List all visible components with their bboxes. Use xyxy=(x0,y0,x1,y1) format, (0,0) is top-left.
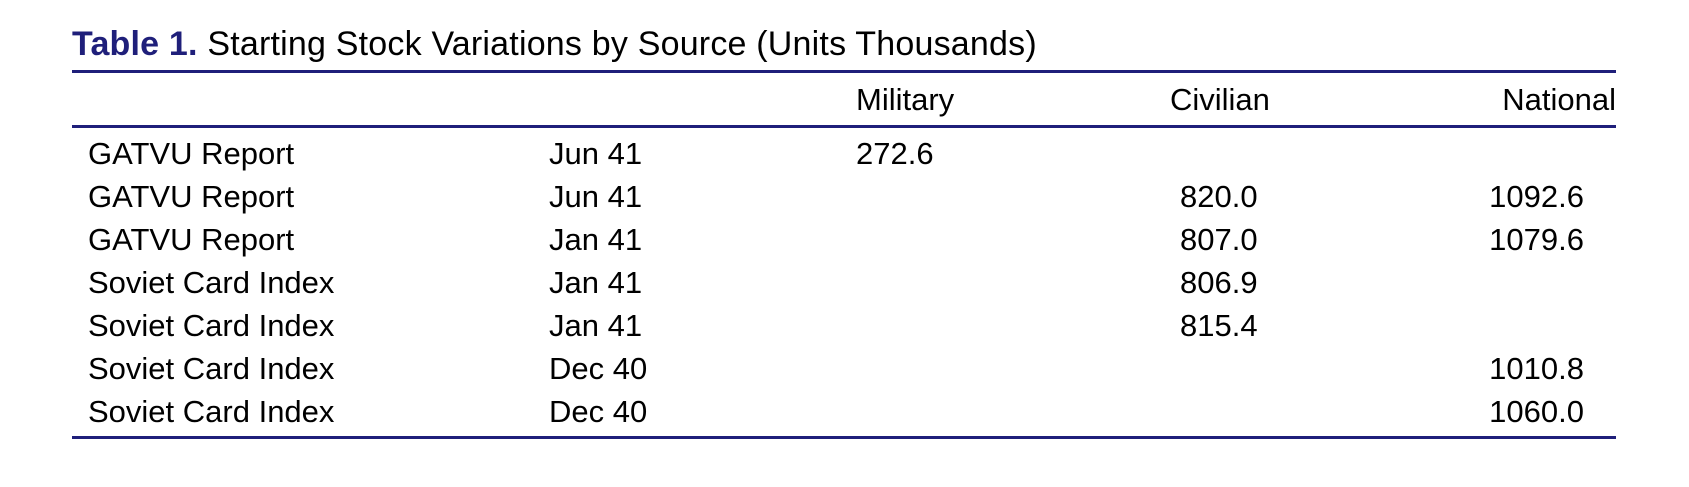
cell-civilian: 807.0 xyxy=(1180,222,1258,257)
cell-military: 272.6 xyxy=(856,136,934,171)
column-header-national: National xyxy=(1502,82,1616,117)
cell-national: 1060.0 xyxy=(1489,394,1584,429)
table-row: Soviet Card Index Jan 41 815.4 xyxy=(0,304,1689,347)
cell-civilian: 815.4 xyxy=(1180,308,1258,343)
cell-date: Jan 41 xyxy=(549,222,643,257)
cell-source: Soviet Card Index xyxy=(88,394,335,429)
cell-national: 1079.6 xyxy=(1489,222,1584,257)
cell-source: Soviet Card Index xyxy=(88,265,335,300)
cell-civilian: 806.9 xyxy=(1180,265,1258,300)
cell-date: Jan 41 xyxy=(549,265,643,300)
table-header-rule xyxy=(72,125,1616,128)
table-bottom-rule xyxy=(72,436,1616,439)
cell-source: GATVU Report xyxy=(88,179,295,214)
cell-source: Soviet Card Index xyxy=(88,351,335,386)
table-row: Soviet Card Index Jan 41 806.9 xyxy=(0,261,1689,304)
table-top-rule xyxy=(72,70,1616,73)
cell-date: Dec 40 xyxy=(549,394,648,429)
table-row: GATVU Report Jun 41 820.0 1092.6 xyxy=(0,175,1689,218)
cell-civilian: 820.0 xyxy=(1180,179,1258,214)
cell-date: Jan 41 xyxy=(549,308,643,343)
cell-source: Soviet Card Index xyxy=(88,308,335,343)
table-caption: Table 1. Starting Stock Variations by So… xyxy=(72,22,1037,66)
table-row: Soviet Card Index Dec 40 1060.0 xyxy=(0,390,1689,433)
table-row: GATVU Report Jan 41 807.0 1079.6 xyxy=(0,218,1689,261)
column-header-civilian: Civilian xyxy=(1170,82,1270,117)
cell-source: GATVU Report xyxy=(88,136,295,171)
table-row: GATVU Report Jun 41 272.6 xyxy=(0,132,1689,175)
column-header-military: Military xyxy=(856,82,955,117)
cell-date: Jun 41 xyxy=(549,179,643,214)
table-row: Soviet Card Index Dec 40 1010.8 xyxy=(0,347,1689,390)
cell-national: 1010.8 xyxy=(1489,351,1584,386)
cell-source: GATVU Report xyxy=(88,222,295,257)
cell-date: Dec 40 xyxy=(549,351,648,386)
cell-date: Jun 41 xyxy=(549,136,643,171)
cell-national: 1092.6 xyxy=(1489,179,1584,214)
table-caption-label: Table 1. xyxy=(72,25,198,63)
table-caption-title: Starting Stock Variations by Source (Uni… xyxy=(207,25,1037,63)
